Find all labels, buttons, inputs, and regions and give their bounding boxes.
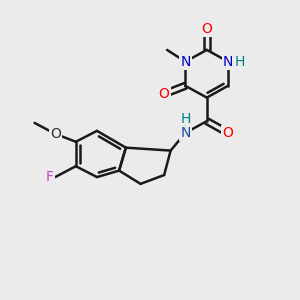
Text: O: O [223, 126, 233, 140]
Text: O: O [50, 127, 61, 141]
Text: N: N [223, 55, 233, 69]
Text: H: H [180, 112, 190, 126]
Text: N: N [180, 126, 190, 140]
Text: O: O [159, 87, 170, 101]
Text: N: N [180, 55, 190, 69]
Text: O: O [201, 22, 212, 36]
Text: F: F [46, 170, 54, 184]
Text: H: H [235, 55, 245, 69]
